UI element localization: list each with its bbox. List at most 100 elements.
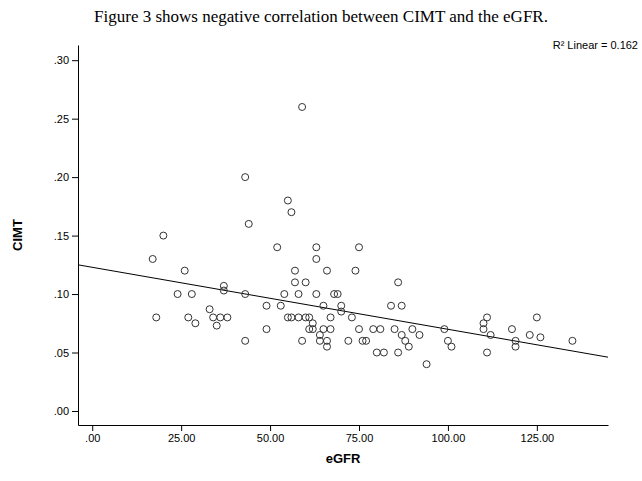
point (377, 326, 384, 333)
point (192, 320, 199, 327)
point (338, 308, 345, 315)
x-tick-label: 125.00 (521, 432, 555, 444)
point (174, 291, 181, 298)
point (441, 326, 448, 333)
point (380, 349, 387, 356)
x-tick-label: 25.00 (168, 432, 196, 444)
point (295, 314, 302, 321)
point (484, 314, 491, 321)
point (512, 343, 519, 350)
y-axis-line (78, 46, 79, 426)
point (484, 349, 491, 356)
point (210, 314, 217, 321)
point (149, 255, 156, 262)
point (242, 174, 249, 181)
x-tick-mark (537, 425, 538, 431)
point (398, 302, 405, 309)
point (291, 267, 298, 274)
point (316, 337, 323, 344)
title: Figure 3 shows negative correlation betw… (94, 7, 548, 26)
y-tick: .20 (54, 171, 78, 183)
point (356, 244, 363, 251)
point (281, 291, 288, 298)
point (245, 220, 252, 227)
y-tick-mark (72, 294, 78, 295)
x-tick-label: 75.00 (346, 432, 374, 444)
y-tick-label: .10 (54, 288, 69, 300)
point (334, 291, 341, 298)
point (313, 291, 320, 298)
point (526, 331, 533, 338)
point (220, 287, 227, 294)
y-tick-mark (72, 353, 78, 354)
point (299, 103, 306, 110)
point (448, 343, 455, 350)
y-tick: .25 (54, 113, 78, 125)
annotation: R² Linear = 0.162 (553, 39, 638, 51)
x-tick: 25.00 (168, 425, 196, 444)
x-tick-label: 50.00 (257, 432, 285, 444)
point (213, 322, 220, 329)
y-tick: .10 (54, 288, 78, 300)
y-tick: .15 (54, 230, 78, 242)
point (423, 361, 430, 368)
point (242, 291, 249, 298)
point (348, 314, 355, 321)
y-tick-label: .30 (54, 54, 69, 66)
point (277, 302, 284, 309)
point (309, 326, 316, 333)
point (153, 314, 160, 321)
x-tick-label: 100.00 (432, 432, 466, 444)
point (206, 306, 213, 313)
point (295, 291, 302, 298)
point (224, 314, 231, 321)
point (487, 331, 494, 338)
y-tick-label: .25 (54, 113, 69, 125)
y-axis-title: CIMT (10, 219, 25, 251)
point (373, 349, 380, 356)
y-tick-mark (72, 236, 78, 237)
y-tick: .00 (54, 405, 78, 417)
y-tick-label: .20 (54, 171, 69, 183)
point (363, 337, 370, 344)
y-tick: .30 (54, 54, 78, 66)
point (313, 244, 320, 251)
point (288, 314, 295, 321)
point (323, 343, 330, 350)
y-tick-mark (72, 119, 78, 120)
x-tick: .00 (85, 425, 100, 444)
point (320, 302, 327, 309)
regression-line (78, 265, 608, 357)
point (217, 314, 224, 321)
y-tick: .05 (54, 347, 78, 359)
y-axis: .00 .05 .10 .15 .20 .25 .30 (54, 46, 79, 426)
x-tick: 125.00 (521, 425, 555, 444)
point (302, 279, 309, 286)
point (313, 255, 320, 262)
chart: Figure 3 shows negative correlation betw… (0, 0, 642, 481)
point (395, 349, 402, 356)
point (533, 314, 540, 321)
point (345, 337, 352, 344)
point (299, 337, 306, 344)
point (352, 267, 359, 274)
y-tick-label: .15 (54, 230, 69, 242)
point (185, 314, 192, 321)
point (508, 326, 515, 333)
x-tick-label: .00 (85, 432, 100, 444)
x-tick-mark (270, 425, 271, 431)
y-tick-mark (72, 411, 78, 412)
point (291, 279, 298, 286)
x-tick-mark (448, 425, 449, 431)
y-tick-label: .00 (54, 405, 69, 417)
point (388, 302, 395, 309)
point (395, 279, 402, 286)
y-tick-mark (72, 60, 78, 61)
point (242, 337, 249, 344)
x-tick: 50.00 (257, 425, 285, 444)
point (391, 326, 398, 333)
point (323, 267, 330, 274)
point (409, 326, 416, 333)
point (569, 337, 576, 344)
point (405, 343, 412, 350)
